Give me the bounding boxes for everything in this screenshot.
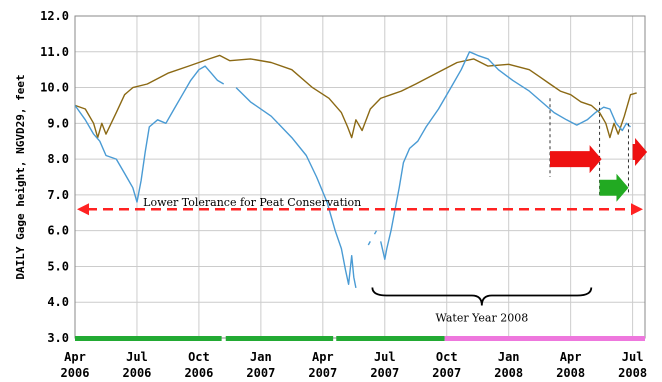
x-tick-label-month: Apr [64,350,86,364]
x-tick-label-month: Oct [436,350,458,364]
x-tick-label-month: Apr [312,350,334,364]
y-tick-label: 11.0 [40,45,69,59]
x-tick-label-month: Oct [188,350,210,364]
series-line-2 [367,241,371,246]
tolerance-arrowhead-right [631,203,643,216]
x-tick-label-month: Jan [250,350,272,364]
x-tick-label-year: 2007 [432,366,461,380]
tolerance-line [77,203,643,216]
x-tick-label-month: Apr [560,350,582,364]
y-tick-label: 9.0 [47,116,69,130]
series-line-2 [373,230,378,235]
x-tick-label-year: 2008 [618,366,647,380]
y-tick-label: 7.0 [47,188,69,202]
water-year-label: Water Year 2008 [435,311,528,324]
series-line-2 [380,51,631,260]
series-lines [74,51,637,289]
x-tick-label-year: 2006 [184,366,213,380]
series-line-2 [74,65,225,203]
status-segment [225,336,334,341]
plot-frame [74,15,646,339]
status-segment [444,336,645,341]
block-arrow [632,137,648,166]
y-tick-label: 6.0 [47,224,69,238]
x-tick-label-month: Jul [374,350,396,364]
annotation-marks [371,98,648,306]
x-tick-label-month: Jan [498,350,520,364]
x-tick-label-year: 2008 [494,366,523,380]
tolerance-arrowhead-left [77,203,89,216]
tolerance-label: Lower Tolerance for Peat Conservation [143,196,361,209]
x-tick-label-month: Jul [126,350,148,364]
y-tick-label: 5.0 [47,259,69,273]
status-bar [75,336,645,341]
series-line-1 [74,54,637,139]
block-arrow [599,173,629,202]
y-tick-label: 8.0 [47,152,69,166]
status-segment [75,336,222,341]
status-segment [336,336,445,341]
x-tick-label-year: 2008 [556,366,585,380]
x-tick-label-year: 2007 [370,366,399,380]
water-year-brace [371,287,593,306]
series-line-2 [235,87,357,289]
y-tick-label: 10.0 [40,81,69,95]
y-tick-labels: 3.0 4.0 5.0 6.0 7.0 8.0 9.0 10.0 11.0 12.0 [40,9,69,345]
y-tick-label: 12.0 [40,9,69,23]
x-tick-label-year: 2007 [308,366,337,380]
grid [74,15,646,339]
block-arrow [550,145,602,174]
y-tick-label: 4.0 [47,295,69,309]
x-tick-label-year: 2006 [61,366,90,380]
x-tick-labels: Apr 2006 Jul 2006 Oct 2006 Jan 2007 Apr 2007 Jul 20… [61,350,648,380]
x-tick-label-month: Jul [622,350,644,364]
y-axis-label: DAILY Gage height, NGVD29, feet [14,74,27,279]
x-tick-label-year: 2006 [123,366,152,380]
x-tick-label-year: 2007 [246,366,275,380]
y-tick-label: 3.0 [47,331,69,345]
